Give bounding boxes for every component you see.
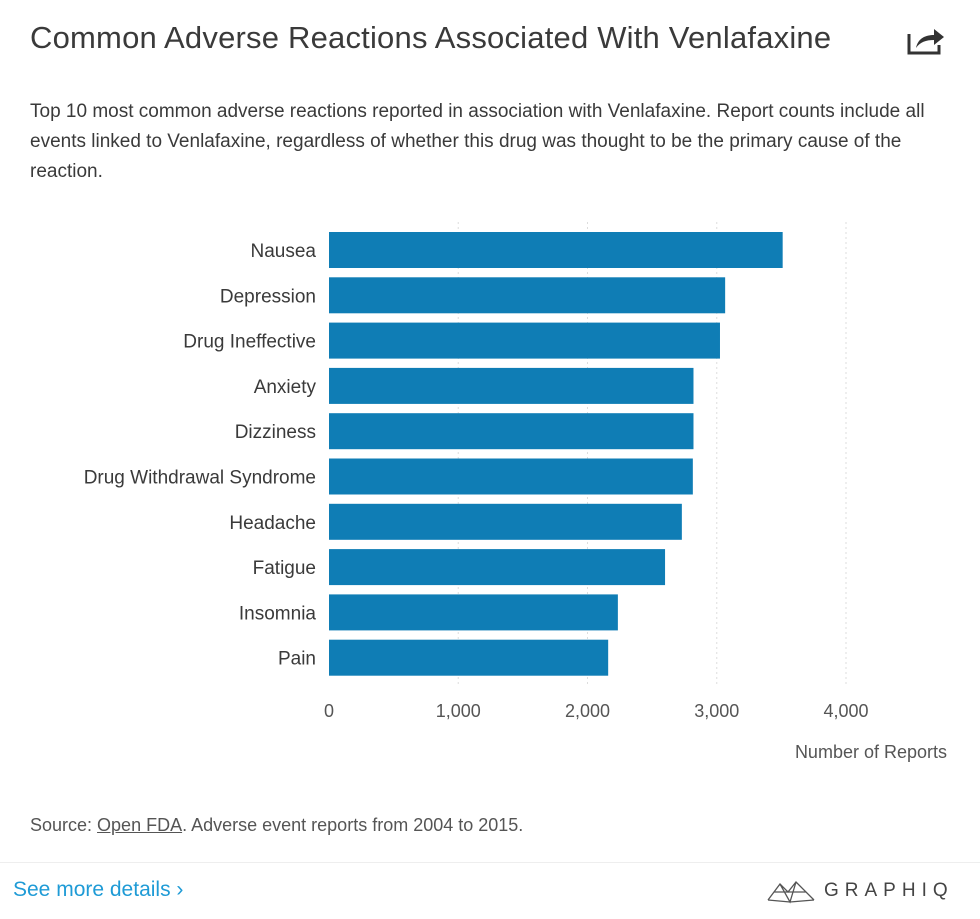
divider: [0, 862, 980, 863]
x-tick-label: 2,000: [565, 701, 610, 721]
share-icon[interactable]: [906, 24, 946, 56]
category-label: Dizziness: [235, 422, 316, 443]
category-label: Pain: [278, 649, 316, 670]
category-label: Nausea: [251, 241, 317, 262]
category-label: Headache: [229, 513, 316, 534]
bar: [329, 639, 609, 676]
bar-chart: Nausea Depression Drug Ineffective Anxiety D…: [84, 222, 947, 762]
bar: [329, 458, 693, 495]
see-more-details-link[interactable]: See more details ›: [13, 878, 184, 901]
category-label: Insomnia: [239, 603, 317, 624]
chart-subtitle: Top 10 most common adverse reactions rep…: [30, 101, 925, 182]
graphiq-logo-text: GRAPHIQ: [824, 880, 954, 901]
bar: [329, 322, 720, 359]
x-tick-label: 0: [324, 701, 334, 721]
bar: [329, 232, 783, 268]
bar: [329, 594, 618, 631]
category-label: Drug Withdrawal Syndrome: [84, 468, 316, 489]
x-tick-label: 1,000: [436, 701, 481, 721]
graphiq-logo[interactable]: GRAPHIQ: [766, 878, 954, 904]
x-axis-label: Number of Reports: [795, 742, 947, 762]
category-label: Fatigue: [253, 558, 316, 579]
chart-title: Common Adverse Reactions Associated With…: [30, 20, 832, 55]
bar: [329, 277, 726, 314]
category-label: Anxiety: [254, 377, 317, 398]
category-label: Drug Ineffective: [183, 332, 316, 353]
source-prefix: Source:: [30, 815, 98, 835]
source-link[interactable]: Open FDA: [97, 815, 183, 835]
bar: [329, 413, 694, 450]
graphiq-logo-icon: [767, 881, 815, 904]
bar: [329, 549, 666, 586]
x-tick-label: 4,000: [823, 701, 868, 721]
x-tick-label: 3,000: [694, 701, 739, 721]
bar: [329, 503, 682, 540]
source-note: Source: Open FDA. Adverse event reports …: [30, 815, 523, 836]
bar: [329, 367, 694, 404]
source-suffix: . Adverse event reports from 2004 to 201…: [182, 815, 524, 835]
category-label: Depression: [220, 286, 316, 307]
